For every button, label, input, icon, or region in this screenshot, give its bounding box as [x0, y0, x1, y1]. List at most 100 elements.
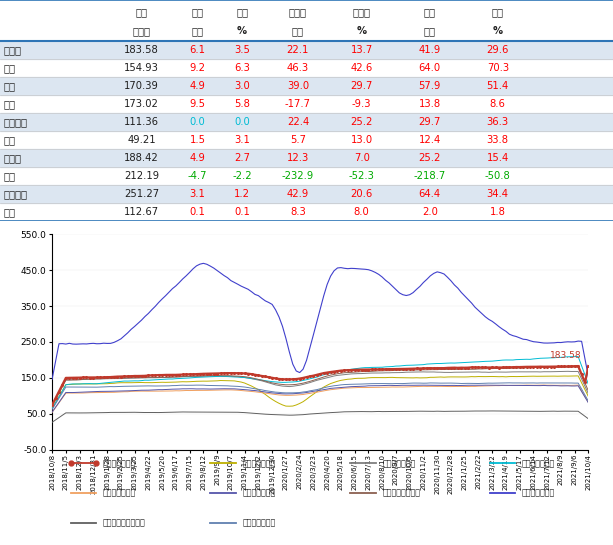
Text: -4.7: -4.7	[188, 171, 207, 181]
Text: 矿产类定基指数: 矿产类定基指数	[522, 459, 555, 468]
Text: 13.8: 13.8	[419, 99, 441, 109]
Text: 油料油脂: 油料油脂	[3, 189, 27, 199]
Text: 46.3: 46.3	[287, 63, 309, 73]
Text: 1.5: 1.5	[189, 135, 206, 145]
Text: 总指数: 总指数	[3, 45, 21, 55]
Text: 42.9: 42.9	[287, 189, 309, 199]
Text: 2.0: 2.0	[422, 207, 438, 217]
Text: 牲畜: 牲畜	[3, 171, 15, 181]
Text: 36.3: 36.3	[487, 117, 509, 127]
Text: 总指数定基指数: 总指数定基指数	[103, 459, 136, 468]
Text: 3.5: 3.5	[234, 45, 250, 55]
Bar	[0, 41, 613, 59]
Text: 13.0: 13.0	[351, 135, 373, 145]
Text: 能源: 能源	[3, 63, 15, 73]
Text: 农产品类定基指数: 农产品类定基指数	[383, 489, 421, 498]
Text: 64.0: 64.0	[419, 63, 441, 73]
Text: 变化: 变化	[292, 26, 304, 36]
Text: 51.4: 51.4	[487, 81, 509, 91]
Bar	[0, 113, 613, 131]
Text: -9.3: -9.3	[352, 99, 371, 109]
Text: 70.3: 70.3	[487, 63, 509, 73]
Text: 环比: 环比	[192, 7, 204, 17]
Text: 9.2: 9.2	[189, 63, 206, 73]
Text: 13.7: 13.7	[351, 45, 373, 55]
Text: 183.58: 183.58	[124, 45, 159, 55]
Text: 第二周: 第二周	[132, 26, 151, 36]
Text: 170.39: 170.39	[124, 81, 159, 91]
Text: 较年初: 较年初	[352, 7, 371, 17]
Text: 变化: 变化	[424, 26, 436, 36]
Text: 能源类定基指数: 能源类定基指数	[243, 459, 276, 468]
Text: 3.1: 3.1	[190, 189, 205, 199]
Text: 1.2: 1.2	[234, 189, 250, 199]
Text: 橡胶: 橡胶	[3, 135, 15, 145]
Text: 钢铁类定基指数: 钢铁类定基指数	[383, 459, 416, 468]
Text: 29.6: 29.6	[487, 45, 509, 55]
Text: 34.4: 34.4	[487, 189, 509, 199]
Text: 变化: 变化	[192, 26, 204, 36]
Text: 154.93: 154.93	[124, 63, 159, 73]
Text: 20.6: 20.6	[351, 189, 373, 199]
Text: %: %	[237, 26, 247, 36]
Text: 3.1: 3.1	[234, 135, 250, 145]
Text: 9.5: 9.5	[189, 99, 206, 109]
Text: 橡胶类定基指数: 橡胶类定基指数	[243, 489, 276, 498]
Text: 111.36: 111.36	[124, 117, 159, 127]
Text: 25.2: 25.2	[351, 117, 373, 127]
Text: 同比: 同比	[492, 7, 504, 17]
Text: 环比: 环比	[236, 7, 248, 17]
Text: 57.9: 57.9	[419, 81, 441, 91]
Text: 25.2: 25.2	[419, 153, 441, 163]
Text: 22.4: 22.4	[287, 117, 309, 127]
Text: -218.7: -218.7	[414, 171, 446, 181]
Text: 5.8: 5.8	[234, 99, 250, 109]
Text: 牲畜类定基指数: 牲畜类定基指数	[522, 489, 555, 498]
Text: 0.0: 0.0	[190, 117, 205, 127]
Text: 251.27: 251.27	[124, 189, 159, 199]
Text: -2.2: -2.2	[232, 171, 252, 181]
Text: 39.0: 39.0	[287, 81, 309, 91]
Text: 较年初: 较年初	[289, 7, 307, 17]
Text: 有色金属: 有色金属	[3, 117, 27, 127]
Text: 2.7: 2.7	[234, 153, 250, 163]
Text: 12.4: 12.4	[419, 135, 441, 145]
Text: 4.9: 4.9	[190, 153, 205, 163]
Text: 同比: 同比	[424, 7, 436, 17]
Text: 0.1: 0.1	[234, 207, 250, 217]
Text: 钢铁: 钢铁	[3, 81, 15, 91]
Bar	[0, 185, 613, 203]
Text: 8.3: 8.3	[290, 207, 306, 217]
Text: 0.0: 0.0	[234, 117, 250, 127]
Text: 183.58: 183.58	[550, 352, 582, 360]
Text: -17.7: -17.7	[285, 99, 311, 109]
Text: 食糖: 食糖	[3, 207, 15, 217]
Text: 15.4: 15.4	[487, 153, 509, 163]
Bar	[0, 149, 613, 167]
Text: 188.42: 188.42	[124, 153, 159, 163]
Text: 41.9: 41.9	[419, 45, 441, 55]
Text: 5.7: 5.7	[290, 135, 306, 145]
Text: 33.8: 33.8	[487, 135, 509, 145]
Text: 22.1: 22.1	[287, 45, 309, 55]
Text: 7.0: 7.0	[354, 153, 370, 163]
Text: %: %	[357, 26, 367, 36]
Text: 有色类定基指数: 有色类定基指数	[103, 489, 136, 498]
Text: -52.3: -52.3	[349, 171, 375, 181]
Text: 49.21: 49.21	[128, 135, 156, 145]
Text: 十月: 十月	[135, 7, 148, 17]
Text: -50.8: -50.8	[485, 171, 511, 181]
Text: 矿产: 矿产	[3, 99, 15, 109]
Text: 12.3: 12.3	[287, 153, 309, 163]
Text: 1.8: 1.8	[490, 207, 506, 217]
Text: 112.67: 112.67	[124, 207, 159, 217]
Text: 42.6: 42.6	[351, 63, 373, 73]
Text: %: %	[493, 26, 503, 36]
Text: -232.9: -232.9	[282, 171, 314, 181]
Text: 0.1: 0.1	[190, 207, 205, 217]
Text: 29.7: 29.7	[419, 117, 441, 127]
Text: 6.1: 6.1	[189, 45, 206, 55]
Text: 212.19: 212.19	[124, 171, 159, 181]
Text: 29.7: 29.7	[351, 81, 373, 91]
Text: 4.9: 4.9	[190, 81, 205, 91]
